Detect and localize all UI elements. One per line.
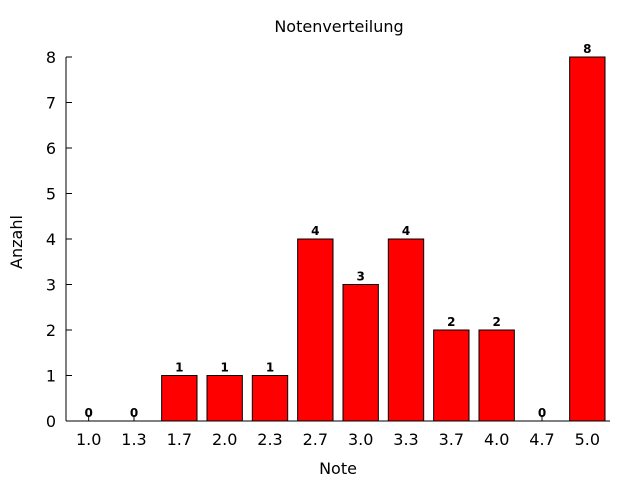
x-tick-label: 4.0 [484,430,509,449]
bar-value-label: 0 [130,406,138,420]
bar-value-label: 1 [175,361,183,375]
bar [433,329,470,422]
x-tick-label: 1.7 [167,430,192,449]
x-tick-label: 3.7 [439,430,464,449]
x-tick-label: 2.3 [257,430,282,449]
bar [161,375,198,422]
bar [206,375,243,422]
x-tick-label: 4.7 [529,430,554,449]
bar-labels: 0 0 1 1 1 4 3 4 2 2 0 8 [84,42,591,420]
x-tick-label: 2.0 [212,430,237,449]
bar [478,329,515,422]
y-tick-label: 2 [46,321,56,340]
bar [297,238,334,422]
y-tick-label: 7 [46,94,56,113]
y-axis-label: Anzahl [7,215,26,269]
bar-value-label: 1 [220,361,228,375]
bar [569,56,606,422]
x-tick-label: 1.0 [76,430,101,449]
bar [251,375,289,422]
bar-value-label: 2 [447,315,455,329]
bar [342,284,379,422]
y-tick-label: 1 [46,367,56,386]
x-axis-label: Note [319,459,357,478]
x-tick-label: 3.3 [393,430,418,449]
y-tick-label: 3 [46,276,56,295]
bar [387,238,425,422]
x-tick-label: 2.7 [303,430,328,449]
chart-title: Notenverteilung [274,17,403,36]
bar-value-label: 8 [583,42,591,56]
bar-value-label: 0 [538,406,546,420]
x-tick-label: 1.3 [121,430,146,449]
y-tick-label: 4 [46,230,56,249]
bar-value-label: 4 [402,224,410,238]
y-tick-label: 6 [46,139,56,158]
x-axis-ticks: 1.0 1.3 1.7 2.0 2.3 2.7 3.0 3.3 3.7 4.0 4.7 5.0 [76,415,600,449]
bar-value-label: 0 [84,406,92,420]
y-tick-label: 8 [46,48,56,67]
x-tick-label: 5.0 [575,430,600,449]
bars [161,56,606,422]
y-tick-label: 5 [46,185,56,204]
bar-value-label: 1 [266,361,274,375]
bar-value-label: 3 [356,270,364,284]
plot-frame [65,57,610,422]
bar-value-label: 4 [311,224,319,238]
bar-value-label: 2 [492,315,500,329]
y-tick-label: 0 [46,412,56,431]
x-tick-label: 3.0 [348,430,373,449]
y-axis-ticks: 0 1 2 3 4 5 6 7 8 [46,48,72,431]
